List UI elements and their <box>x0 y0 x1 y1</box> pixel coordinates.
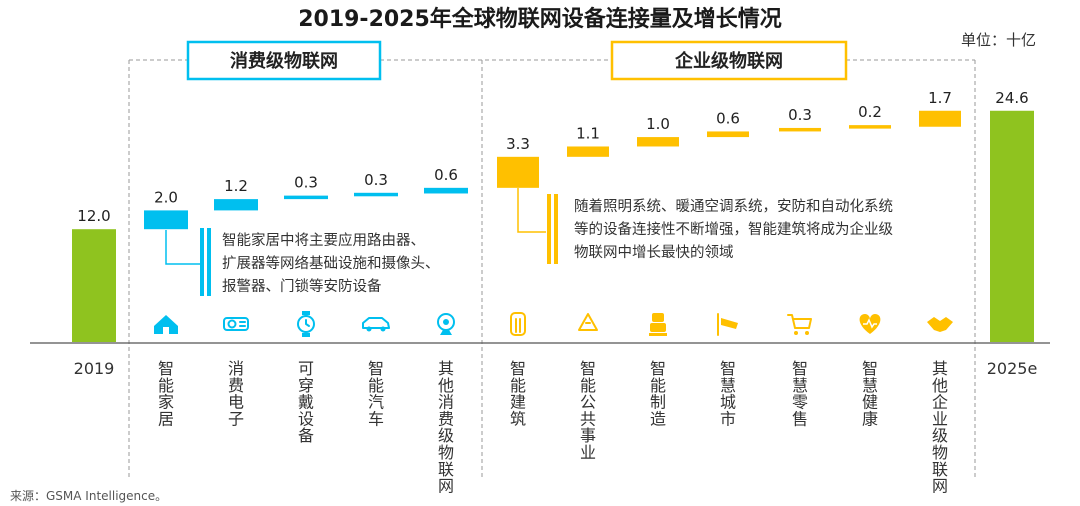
consumer-note-line-1: 扩展器等网络基础设施和摄像头、 <box>222 254 440 272</box>
recycle-icon <box>578 313 598 331</box>
category-label-consumer-1: 消费电子 <box>228 359 244 428</box>
projector-icon <box>223 317 249 331</box>
building-icon <box>510 312 526 336</box>
bar-enterprise-6 <box>919 110 961 127</box>
bar-2019 <box>72 229 116 342</box>
category-label-consumer-3: 智能汽车 <box>368 359 384 428</box>
enterprise-note-bar-2 <box>554 194 558 264</box>
x-label-2019: 2019 <box>74 359 115 378</box>
unit-label: 单位：十亿 <box>961 31 1036 49</box>
bar-enterprise-5 <box>849 125 891 129</box>
value-label-enterprise-1: 1.1 <box>576 124 600 142</box>
category-label-consumer-4: 其他消费级物联网 <box>438 359 454 496</box>
consumer-note-bar-1 <box>200 228 204 296</box>
value-label-enterprise-6: 1.7 <box>928 89 952 107</box>
bar-2025e <box>990 110 1034 342</box>
category-label-enterprise-4: 智慧零售 <box>792 359 808 428</box>
watch-icon <box>297 311 315 337</box>
category-label-consumer-0: 智能家居 <box>158 359 174 428</box>
enterprise-callout-line <box>517 188 546 233</box>
robot-icon <box>649 313 667 336</box>
consumer-note-line-2: 报警器、门锁等安防设备 <box>222 277 382 295</box>
enterprise-note-line-1: 等的设备连接性不断增强，智能建筑将成为企业级 <box>574 220 893 238</box>
value-label-enterprise-5: 0.2 <box>858 103 882 121</box>
bar-consumer-2 <box>284 195 328 200</box>
consumer-callout-line <box>165 230 200 265</box>
value-label-2025e: 24.6 <box>995 89 1028 107</box>
category-label-enterprise-3: 智慧城市 <box>720 359 736 428</box>
value-label-consumer-0: 2.0 <box>154 188 178 206</box>
category-label-enterprise-0: 智能建筑 <box>510 359 526 428</box>
value-label-consumer-1: 1.2 <box>224 177 248 195</box>
heart-icon <box>859 314 881 334</box>
enterprise-note-line-2: 物联网中增长最快的领域 <box>574 244 734 261</box>
consumer-group-header-box <box>186 40 382 81</box>
chart-title: 2019-2025年全球物联网设备连接量及增长情况 <box>298 6 782 32</box>
bar-consumer-4 <box>424 187 468 194</box>
enterprise-note-line-0: 随着照明系统、暖通空调系统，安防和自动化系统 <box>574 198 893 215</box>
bar-enterprise-0 <box>497 156 539 188</box>
category-label-enterprise-5: 智慧健康 <box>862 359 878 428</box>
category-label-enterprise-1: 智能公共事业 <box>580 359 596 462</box>
bar-enterprise-2 <box>637 137 679 147</box>
category-label-enterprise-2: 智能制造 <box>650 359 666 428</box>
webcam-icon <box>437 313 455 335</box>
handshake-icon <box>927 317 953 332</box>
bar-consumer-1 <box>214 199 258 211</box>
bar-consumer-0 <box>144 210 188 230</box>
value-label-enterprise-2: 1.0 <box>646 115 670 133</box>
enterprise-group-header-box <box>610 40 848 81</box>
enterprise-group-header: 企业级物联网 <box>674 50 783 72</box>
value-label-consumer-3: 0.3 <box>364 171 388 189</box>
bar-enterprise-1 <box>567 146 609 157</box>
value-label-enterprise-0: 3.3 <box>506 135 530 153</box>
value-label-enterprise-3: 0.6 <box>716 109 740 127</box>
source-note: 来源：GSMA Intelligence。 <box>10 489 167 503</box>
cart-icon <box>787 314 812 335</box>
category-label-consumer-2: 可穿戴设备 <box>298 359 314 445</box>
bar-consumer-3 <box>354 192 398 197</box>
value-label-consumer-4: 0.6 <box>434 166 458 184</box>
car-icon <box>362 317 390 332</box>
consumer-note-bar-2 <box>207 228 211 296</box>
value-label-2019: 12.0 <box>77 207 110 225</box>
x-label-2025e: 2025e <box>987 359 1038 378</box>
house-icon <box>154 315 178 334</box>
consumer-note-line-0: 智能家居中将主要应用路由器、 <box>222 231 425 249</box>
consumer-group-header: 消费级物联网 <box>230 50 338 72</box>
category-label-enterprise-6: 其他企业级物联网 <box>932 359 948 496</box>
bar-enterprise-3 <box>707 131 749 138</box>
value-label-consumer-2: 0.3 <box>294 174 318 192</box>
value-label-enterprise-4: 0.3 <box>788 106 812 124</box>
bar-enterprise-4 <box>779 127 821 132</box>
enterprise-note-bar-1 <box>547 194 551 264</box>
camera-icon <box>717 313 738 336</box>
